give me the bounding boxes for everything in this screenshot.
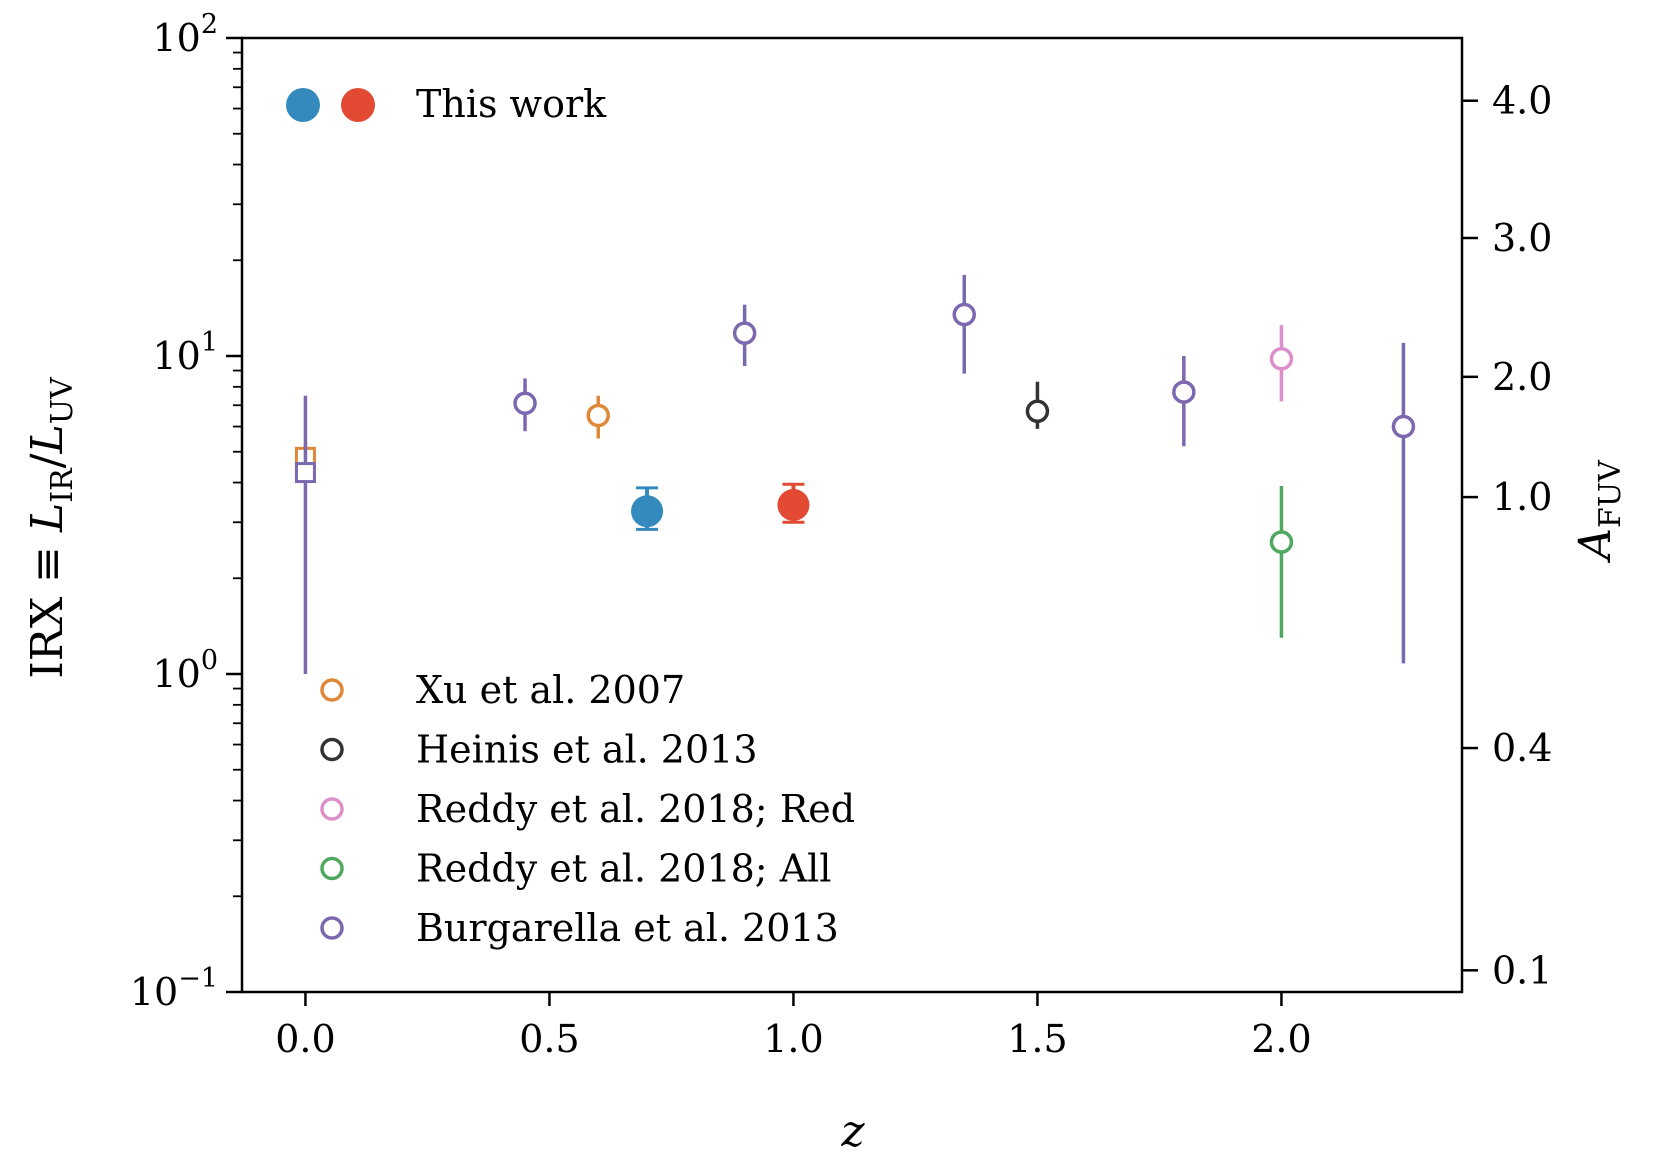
- plot-frame: [240, 36, 1464, 994]
- data-point-square: [294, 462, 316, 484]
- legend-top: This work: [286, 82, 607, 126]
- right-tick-label: 2.0: [1492, 355, 1552, 399]
- data-point-circle: [732, 321, 757, 345]
- legend-this-work-label: This work: [416, 82, 607, 126]
- y-tick-label: 101: [152, 327, 218, 378]
- legend-this-work-blue-marker: [286, 88, 320, 122]
- x-tick-label: 0.0: [275, 1017, 335, 1061]
- y-tick-label-base: 10: [130, 970, 178, 1014]
- y-axis-title-sub-uv: UV: [45, 376, 80, 424]
- legend-marker: [320, 797, 344, 821]
- y-axis-title-sub-ir: IR: [45, 467, 80, 503]
- x-axis-ticks: 0.0 0.5 1.0 1.5 2.0: [275, 992, 1312, 1061]
- x-tick-label: 1.5: [1007, 1017, 1067, 1061]
- right-axis-title-sub: FUV: [1593, 459, 1628, 528]
- right-axis-title: AFUV: [1570, 459, 1628, 564]
- y-tick-label: 10−1: [130, 963, 218, 1014]
- legend-marker: [320, 916, 344, 940]
- legend-marker: [320, 737, 344, 762]
- data-point-circle: [1172, 380, 1196, 404]
- legend-label: Reddy et al. 2018; All: [416, 847, 831, 891]
- legend-label: Burgarella et al. 2013: [416, 906, 839, 950]
- data-point-circle: [1025, 399, 1050, 424]
- y-tick-label: 100: [152, 645, 218, 696]
- data-point-circle: [1269, 530, 1294, 554]
- data-point-circle: [1269, 347, 1294, 371]
- right-tick-label: 3.0: [1492, 216, 1552, 260]
- right-tick-label: 0.1: [1492, 948, 1552, 992]
- legend-this-work-red-marker: [341, 88, 375, 122]
- x-axis-title: z: [840, 1106, 865, 1157]
- data-point-this-work: [631, 495, 664, 528]
- right-tick-label: 4.0: [1492, 79, 1552, 123]
- data-point-circle: [952, 302, 976, 327]
- y-axis-title-prefix: IRX ≡: [22, 532, 73, 679]
- y-tick-label-exponent: 2: [201, 9, 218, 40]
- plot-axes: [240, 36, 1464, 994]
- y-axis-title-l1: L: [22, 503, 73, 533]
- y-axis-title-l2: L: [22, 424, 73, 454]
- legend-marker: [320, 856, 344, 881]
- x-tick-label: 0.5: [519, 1017, 579, 1061]
- data-point-circle: [1391, 414, 1416, 439]
- right-axis-ticks: 0.1 0.4 1.0 2.0 3.0 4.0: [1462, 79, 1552, 992]
- legend-bottom: Xu et al. 2007 Heinis et al. 2013 Reddy et…: [320, 668, 855, 950]
- legend-label: Reddy et al. 2018; Red: [416, 787, 855, 831]
- right-tick-label: 1.0: [1492, 475, 1552, 519]
- y-axis-title-slash: /: [22, 453, 73, 468]
- data-point-circle: [586, 403, 610, 428]
- y-tick-label-exponent: −1: [178, 963, 218, 994]
- right-axis-title-a: A: [1570, 528, 1621, 564]
- x-tick-label: 1.0: [763, 1017, 823, 1061]
- right-tick-label: 0.4: [1492, 726, 1552, 770]
- legend-label: Heinis et al. 2013: [416, 728, 758, 772]
- y-tick-label-base: 10: [152, 334, 200, 378]
- data-point-this-work: [777, 488, 810, 521]
- y-tick-label-exponent: 0: [201, 645, 218, 676]
- data-point-circle: [513, 391, 537, 416]
- x-tick-label: 2.0: [1251, 1017, 1311, 1061]
- legend-label: Xu et al. 2007: [416, 668, 685, 712]
- y-tick-label: 102: [152, 9, 218, 60]
- data-points: [294, 274, 1416, 674]
- y-tick-label-exponent: 1: [201, 327, 218, 358]
- legend-marker: [320, 678, 344, 702]
- y-axis-title: IRX ≡ LIR/LUV: [22, 376, 80, 679]
- y-tick-label-base: 10: [152, 16, 200, 60]
- y-tick-label-base: 10: [152, 652, 200, 696]
